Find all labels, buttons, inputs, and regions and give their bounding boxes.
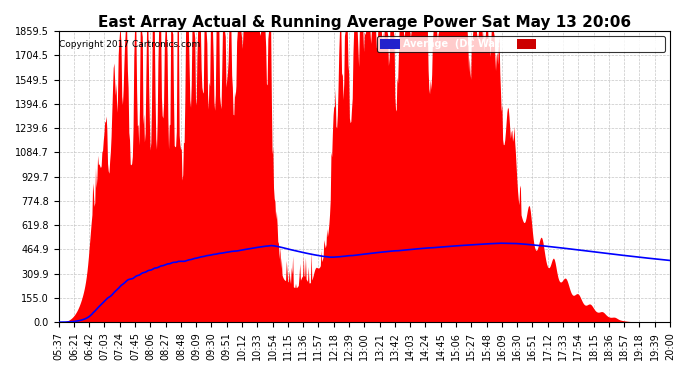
Title: East Array Actual & Running Average Power Sat May 13 20:06: East Array Actual & Running Average Powe…: [98, 15, 631, 30]
Legend: Average  (DC Watts), East Array  (DC Watts): Average (DC Watts), East Array (DC Watts…: [377, 36, 665, 52]
Text: Copyright 2017 Cartronics.com: Copyright 2017 Cartronics.com: [59, 40, 201, 49]
